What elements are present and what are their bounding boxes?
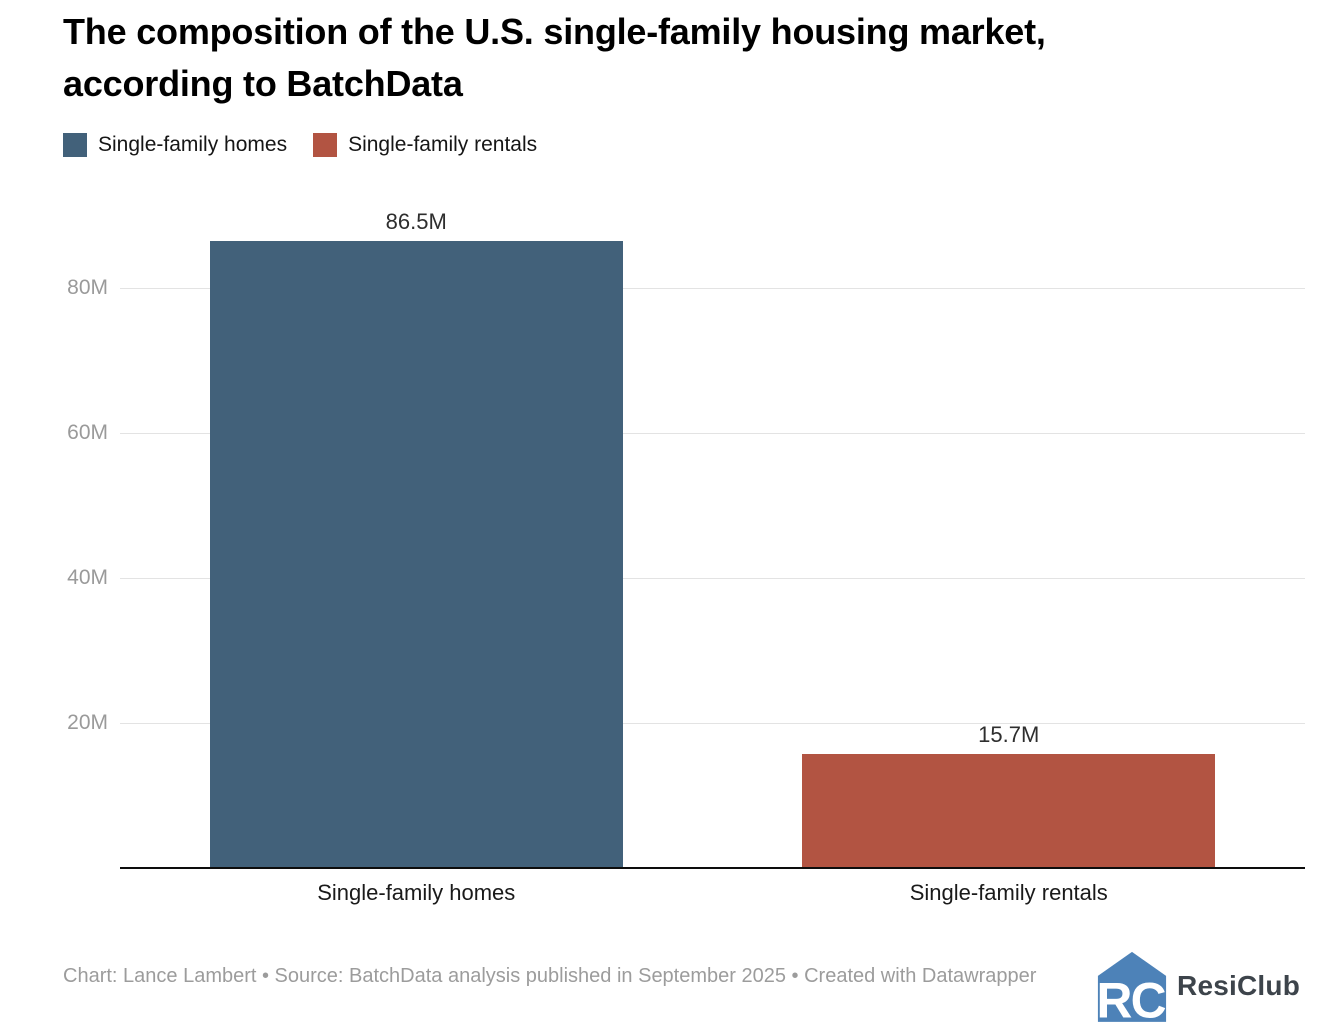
bar-chart: 86.5M 15.7M 20M 40M 60M 80M Single-family hom… xyxy=(0,190,1318,930)
legend-swatch-rentals-icon xyxy=(313,133,338,157)
y-axis-label-60M: 60M xyxy=(67,420,108,444)
legend-label-homes: Single-family homes xyxy=(98,133,288,156)
value-label-86.5M: 86.5M xyxy=(385,209,447,234)
chart-title-line-1: The composition of the U.S. single-famil… xyxy=(63,11,1046,52)
resiclub-logo: R C ResiClub xyxy=(1097,950,1300,1022)
chart-title-line-2: according to BatchData xyxy=(63,63,463,104)
legend-swatch-homes-icon xyxy=(63,133,87,157)
legend-item-rentals: Single-family rentals xyxy=(313,133,537,157)
chart-title: The composition of the U.S. single-famil… xyxy=(63,6,1283,110)
x-axis-line xyxy=(120,867,1305,869)
attribution-text: Chart: Lance Lambert • Source: BatchData… xyxy=(63,965,1037,987)
resiclub-logo-text: ResiClub xyxy=(1177,970,1300,1001)
bar-single-family-rentals xyxy=(802,754,1215,868)
value-label-15.7M: 15.7M xyxy=(978,722,1040,747)
gridline-40M xyxy=(120,577,1305,579)
x-axis-label-single-family-homes: Single-family homes xyxy=(317,880,516,905)
y-axis-label-40M: 40M xyxy=(67,565,108,589)
y-axis-label-80M: 80M xyxy=(67,275,108,299)
legend-label-rentals: Single-family rentals xyxy=(348,133,538,156)
y-axis-label-20M: 20M xyxy=(67,710,108,734)
svg-text:R: R xyxy=(1097,972,1132,1022)
legend-item-homes: Single-family homes xyxy=(63,133,287,157)
svg-text:C: C xyxy=(1131,972,1167,1022)
gridline-20M xyxy=(120,722,1305,724)
x-axis-label-single-family-rentals: Single-family rentals xyxy=(909,880,1108,905)
gridline-80M xyxy=(120,287,1305,289)
legend: Single-family homes Single-family rental… xyxy=(63,133,537,157)
plot-area: 86.5M 15.7M xyxy=(120,190,1305,869)
resiclub-house-icon: R C xyxy=(1097,951,1167,1022)
bar-single-family-homes xyxy=(210,241,623,868)
gridline-60M xyxy=(120,432,1305,434)
